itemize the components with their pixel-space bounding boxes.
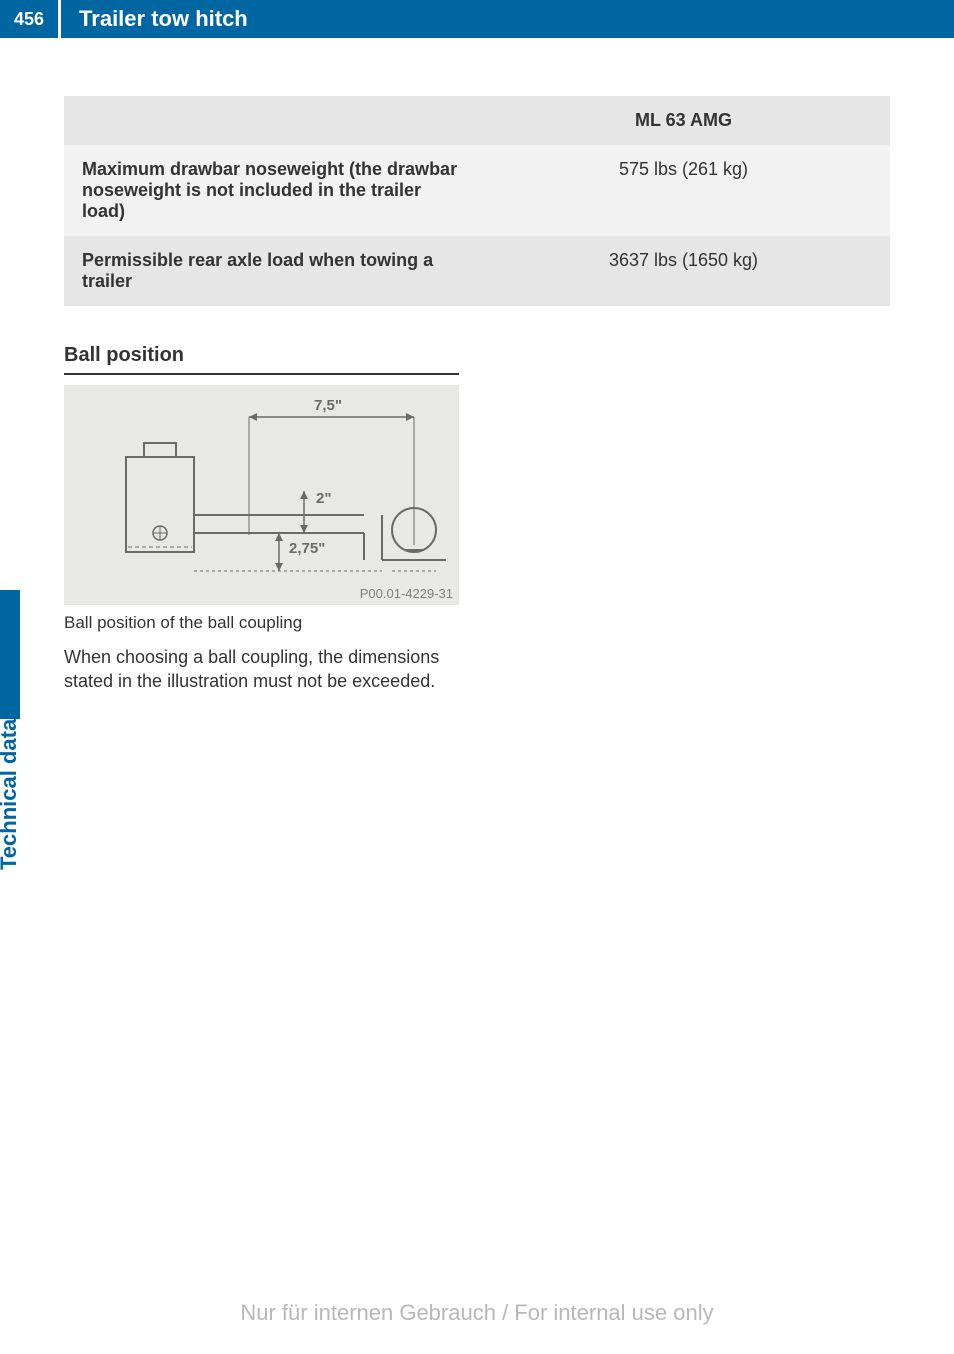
dimension-label: 2,75" bbox=[289, 540, 325, 557]
table-row: Permissible rear axle load when towing a… bbox=[64, 236, 890, 306]
diagram-svg bbox=[64, 385, 459, 605]
column-header bbox=[64, 96, 477, 145]
side-tab: Technical data bbox=[0, 590, 40, 870]
body-text: When choosing a ball coupling, the dimen… bbox=[64, 645, 464, 694]
diagram-code: P00.01-4229-31 bbox=[360, 586, 453, 601]
page-content: ML 63 AMG Maximum drawbar noseweight (th… bbox=[0, 38, 954, 694]
ball-position-diagram: 7,5" 2" 2,75" P00.01-4229-31 bbox=[64, 385, 459, 605]
table-header-row: ML 63 AMG bbox=[64, 96, 890, 145]
row-value: 575 lbs (261 kg) bbox=[477, 145, 890, 236]
column-header: ML 63 AMG bbox=[477, 96, 890, 145]
row-label: Maximum drawbar noseweight (the drawbar … bbox=[64, 145, 477, 236]
header-title: Trailer tow hitch bbox=[58, 0, 954, 38]
diagram-caption: Ball position of the ball coupling bbox=[64, 613, 890, 633]
dimension-label: 2" bbox=[316, 490, 331, 507]
dimension-label: 7,5" bbox=[314, 397, 342, 414]
spec-table: ML 63 AMG Maximum drawbar noseweight (th… bbox=[64, 96, 890, 306]
table-row: Maximum drawbar noseweight (the drawbar … bbox=[64, 145, 890, 236]
watermark: Nur für internen Gebrauch / For internal… bbox=[0, 1300, 954, 1326]
row-label: Permissible rear axle load when towing a… bbox=[64, 236, 477, 306]
section-heading: Ball position bbox=[64, 344, 459, 375]
page-number: 456 bbox=[0, 0, 58, 38]
side-tab-label: Technical data bbox=[0, 719, 26, 870]
row-value: 3637 lbs (1650 kg) bbox=[477, 236, 890, 306]
page-header: 456 Trailer tow hitch bbox=[0, 0, 954, 38]
